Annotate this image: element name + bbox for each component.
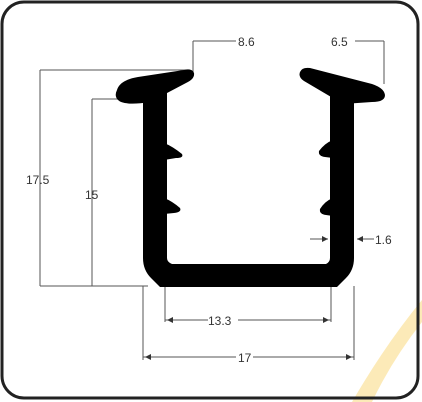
dim-label-inner-width: 13.3 bbox=[208, 314, 232, 328]
arrowheads bbox=[145, 236, 363, 360]
dim-label-top-left: 8.6 bbox=[238, 35, 255, 49]
dim-label-overall-height: 17.5 bbox=[26, 173, 50, 187]
u-channel-profile bbox=[115, 67, 385, 287]
dim-label-wall-thickness: 1.6 bbox=[375, 233, 392, 247]
dim-label-overall-width: 17 bbox=[238, 351, 252, 365]
dimension-lines bbox=[39, 40, 385, 360]
watermark-arc bbox=[352, 300, 422, 402]
dim-label-inner-height: 15 bbox=[85, 188, 99, 202]
dim-label-top-right: 6.5 bbox=[331, 35, 348, 49]
